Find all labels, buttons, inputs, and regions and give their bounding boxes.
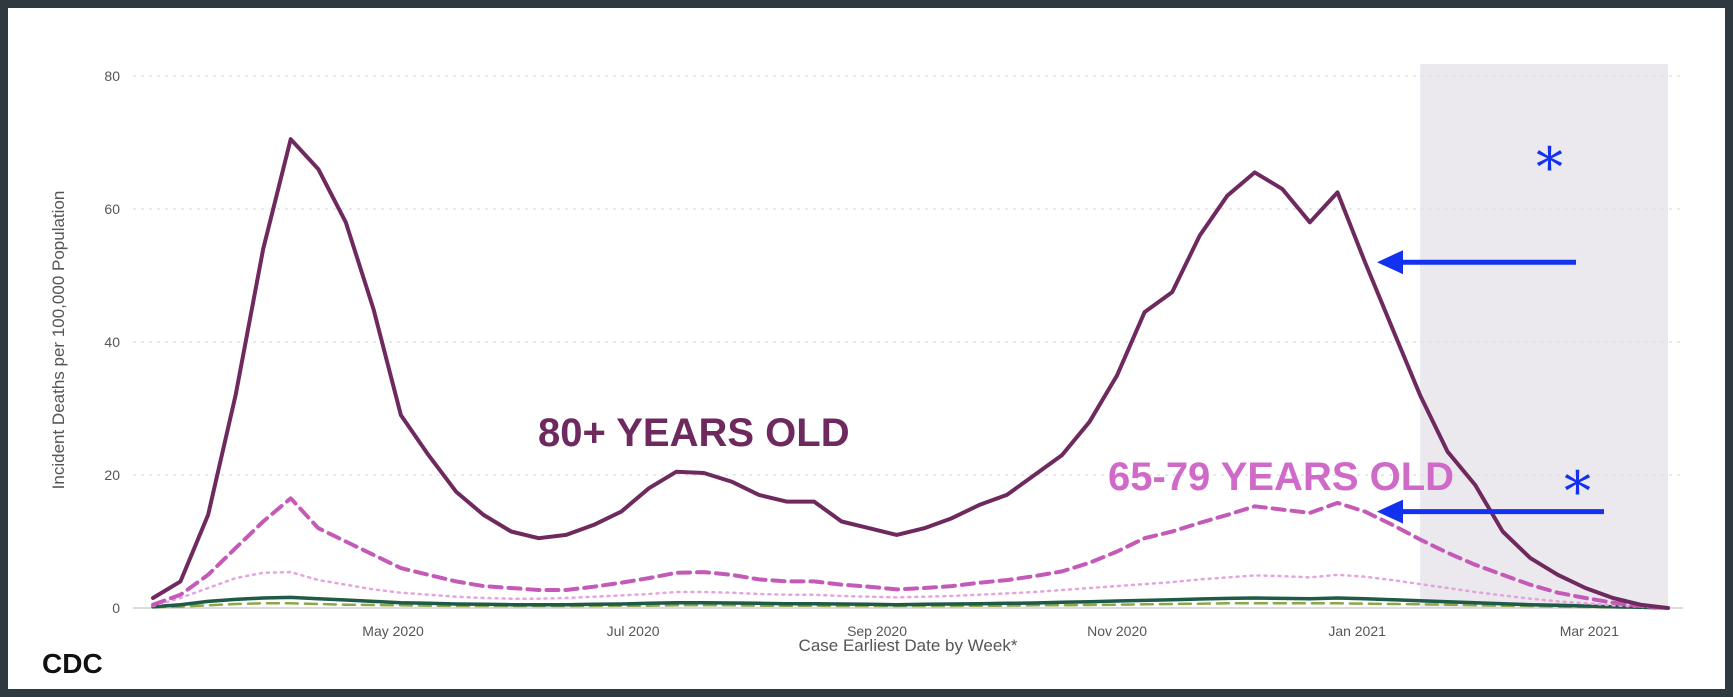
- chart-frame: 0 20 40 60 80 May 2020 Jul 2020 Sep 2020 Nov 20…: [8, 8, 1725, 689]
- x-axis-title: Case Earliest Date by Week*: [799, 636, 1018, 655]
- asterisk-marker-bottom: *: [1564, 460, 1591, 523]
- annotation-arrows: [1377, 250, 1604, 524]
- y-tick-label: 80: [104, 68, 120, 84]
- y-tick-label: 20: [104, 467, 120, 483]
- x-tick-label: Sep 2020: [847, 623, 907, 639]
- x-tick-label: Jan 2021: [1328, 623, 1386, 639]
- series-line-4: [151, 602, 1670, 610]
- x-tick-label: Mar 2021: [1560, 623, 1619, 639]
- gridlines: [133, 75, 1683, 609]
- series-line-1: [151, 496, 1670, 610]
- recent-data-shade: [1420, 64, 1668, 608]
- series-lines: [151, 137, 1670, 610]
- y-tick-label: 60: [104, 201, 120, 217]
- line-chart: 0 20 40 60 80 May 2020 Jul 2020 Sep 2020 Nov 20…: [42, 64, 1683, 679]
- x-tick-label: Nov 2020: [1087, 623, 1147, 639]
- annotation-80-plus: 80+ YEARS OLD: [538, 411, 850, 455]
- arrow-80-plus-head: [1377, 250, 1403, 275]
- y-tick-label: 40: [104, 334, 120, 350]
- annotation-65-79: 65-79 YEARS OLD: [1108, 455, 1454, 499]
- brand-logo: CDC: [42, 648, 103, 679]
- x-tick-labels: May 2020 Jul 2020 Sep 2020 Nov 2020 Jan 2021…: [362, 623, 1619, 639]
- y-tick-labels: 0 20 40 60 80: [104, 68, 120, 616]
- series-line-0: [151, 137, 1670, 610]
- series-line-2: [151, 570, 1670, 610]
- y-tick-label: 0: [112, 600, 120, 616]
- x-tick-label: May 2020: [362, 623, 424, 639]
- asterisk-marker-top: *: [1536, 136, 1563, 199]
- x-tick-label: Jul 2020: [607, 623, 660, 639]
- arrow-65-79-head: [1377, 499, 1403, 524]
- y-axis-title: Incident Deaths per 100,000 Population: [49, 191, 68, 490]
- series-line-3: [151, 595, 1670, 610]
